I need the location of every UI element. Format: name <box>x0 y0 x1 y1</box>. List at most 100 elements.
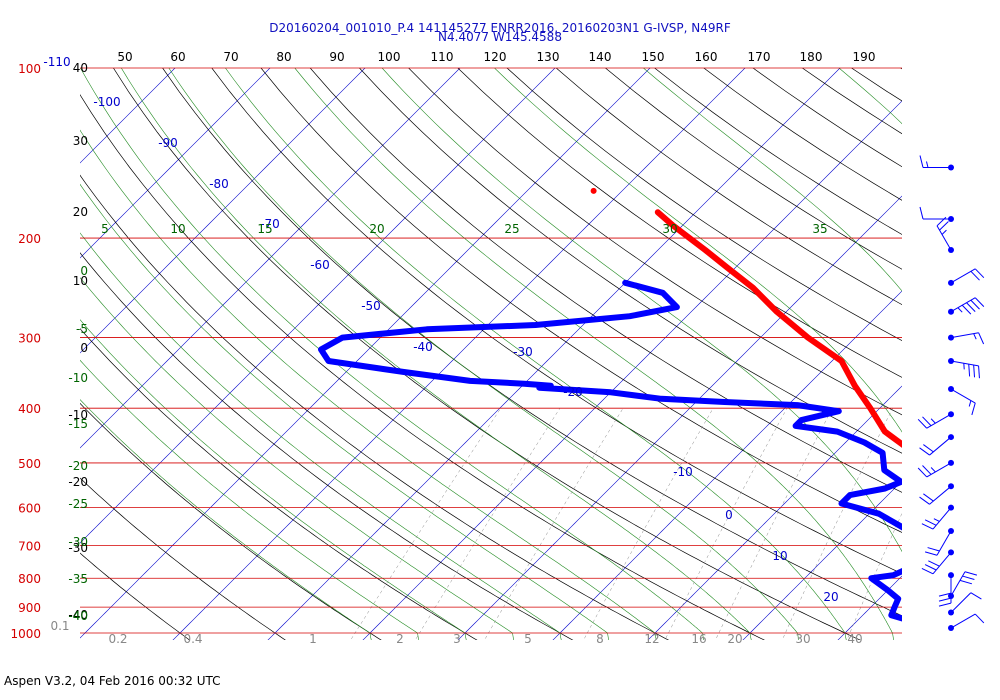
top-temperature-label: 110 <box>431 50 454 64</box>
wind-barb-flag <box>938 592 952 597</box>
mixing-ratio-label: 0.2 <box>108 632 127 646</box>
moist-adiabat-line <box>80 399 372 640</box>
wind-barb-staff <box>936 225 952 251</box>
mixing-ratio-label: 20 <box>727 632 742 646</box>
isotherm-line <box>267 68 841 640</box>
dry-adiabat-line <box>506 68 902 342</box>
dry-adiabat-line <box>112 68 861 640</box>
top-temperature-label: 170 <box>748 50 771 64</box>
axis-labels: 1002003004005006007008009001000403020100… <box>10 50 875 646</box>
wind-barb-half-flag <box>957 307 963 313</box>
isotherm-line <box>742 480 902 640</box>
top-temperature-label: 130 <box>537 50 560 64</box>
dry-adiabat-line <box>654 68 902 235</box>
wind-barb-flag <box>966 302 976 312</box>
mixing-ratio-label: 0.4 <box>183 632 202 646</box>
wind-barb-flag <box>978 365 980 379</box>
isotherm-line <box>919 0 1000 654</box>
mixing-ratio-label: 8 <box>596 632 604 646</box>
wind-barb-flag <box>928 560 940 567</box>
top-temperature-label: 120 <box>484 50 507 64</box>
isotherm-label: 0 <box>725 508 733 522</box>
top-temperature-label: 180 <box>800 50 823 64</box>
wind-barb-flag <box>939 221 949 231</box>
profiles <box>318 187 902 622</box>
isotherm-label: 10 <box>772 549 787 563</box>
isotherm-line <box>647 385 902 640</box>
wind-barb-flag <box>970 592 982 600</box>
dry-adiabat-line <box>858 0 1000 654</box>
top-temperature-label: 70 <box>223 50 238 64</box>
wind-barb-half-flag <box>930 467 936 473</box>
moist-adiabat-label: -30 <box>68 535 88 549</box>
dry-adiabat-line <box>80 402 382 640</box>
wind-barb-half-flag <box>926 161 929 168</box>
isotherm-label: -60 <box>310 258 330 272</box>
wind-barb-flag <box>974 613 985 624</box>
moist-adiabat-line <box>80 359 420 640</box>
mixing-ratio-label: 0.1 <box>50 619 69 633</box>
moist-adiabat-label: -10 <box>68 371 88 385</box>
moist-adiabat-line <box>643 68 902 292</box>
wind-barb-flag <box>970 270 980 281</box>
wind-barb-flag <box>936 216 947 227</box>
wind-barb-flag <box>919 206 924 220</box>
dry-adiabat-label: 5 <box>101 222 109 236</box>
wind-barb-flag <box>978 332 985 345</box>
height-label: 30 <box>73 134 88 148</box>
top-temperature-label: 90 <box>329 50 344 64</box>
wind-barb-half-flag <box>930 418 936 424</box>
moist-adiabat-label: -40 <box>68 609 88 623</box>
isotherm-line <box>80 68 651 639</box>
wind-barb-half-flag <box>973 333 977 340</box>
dry-adiabat-label: 10 <box>170 222 185 236</box>
wind-barb-flag <box>917 467 928 478</box>
wind-barb-staff <box>950 592 972 613</box>
moist-adiabat-label: -20 <box>68 459 88 473</box>
top-temperature-label: -110 <box>43 55 70 69</box>
top-temperature-label: 160 <box>695 50 718 64</box>
pressure-label: 500 <box>18 457 41 471</box>
mixing-ratio-label: 2 <box>396 632 404 646</box>
wind-barb-flag <box>924 564 937 571</box>
isobars <box>80 67 902 634</box>
wind-barb-staff <box>950 388 976 404</box>
pressure-label: 300 <box>18 332 41 346</box>
moist-adiabat-line <box>80 129 657 640</box>
wind-barb-flag <box>973 364 976 378</box>
height-label: -30 <box>68 541 88 555</box>
dry-adiabat-line <box>80 94 765 640</box>
wind-barb-flag <box>921 523 934 530</box>
isotherm-line <box>172 68 746 640</box>
wind-barb-staff <box>926 462 952 478</box>
isotherm-label: 20 <box>823 590 838 604</box>
isotherm-label: -70 <box>260 217 280 231</box>
wind-barb-flag <box>938 597 952 602</box>
dry-adiabat-label: 15 <box>257 222 272 236</box>
top-temperature-label: 140 <box>589 50 612 64</box>
wind-barb-flag <box>968 364 971 377</box>
isotherm-line <box>80 68 556 544</box>
isotherm-line <box>80 68 271 259</box>
moist-adiabat-line <box>294 68 895 640</box>
wind-barb-flag <box>962 575 975 580</box>
wind-barb-flag <box>974 297 985 307</box>
top-temperature-label: 60 <box>170 50 185 64</box>
dry-adiabat-line <box>358 68 902 454</box>
pressure-label: 400 <box>18 402 41 416</box>
wind-barbs <box>917 155 985 632</box>
height-label: 40 <box>73 61 88 75</box>
isotherm-line <box>0 0 15 654</box>
mixing-ratio-line <box>978 408 1000 654</box>
mixing-ratio-line <box>715 408 833 640</box>
wind-barb-flag <box>924 519 937 526</box>
moist-adiabat-line <box>80 232 562 640</box>
isotherm-label: -80 <box>209 177 229 191</box>
mixing-ratio-label: 16 <box>691 632 706 646</box>
isotherm-label: -100 <box>93 95 120 109</box>
footer-caption: Aspen V3.2, 04 Feb 2016 00:32 UTC <box>4 674 221 688</box>
dry-adiabat-label: 30 <box>662 222 677 236</box>
chart-title: D20160204_001010_P.4 141145277 ENRR2016,… <box>269 21 731 35</box>
dry-adiabat-line <box>260 68 902 533</box>
moist-adiabat-line <box>80 319 467 640</box>
